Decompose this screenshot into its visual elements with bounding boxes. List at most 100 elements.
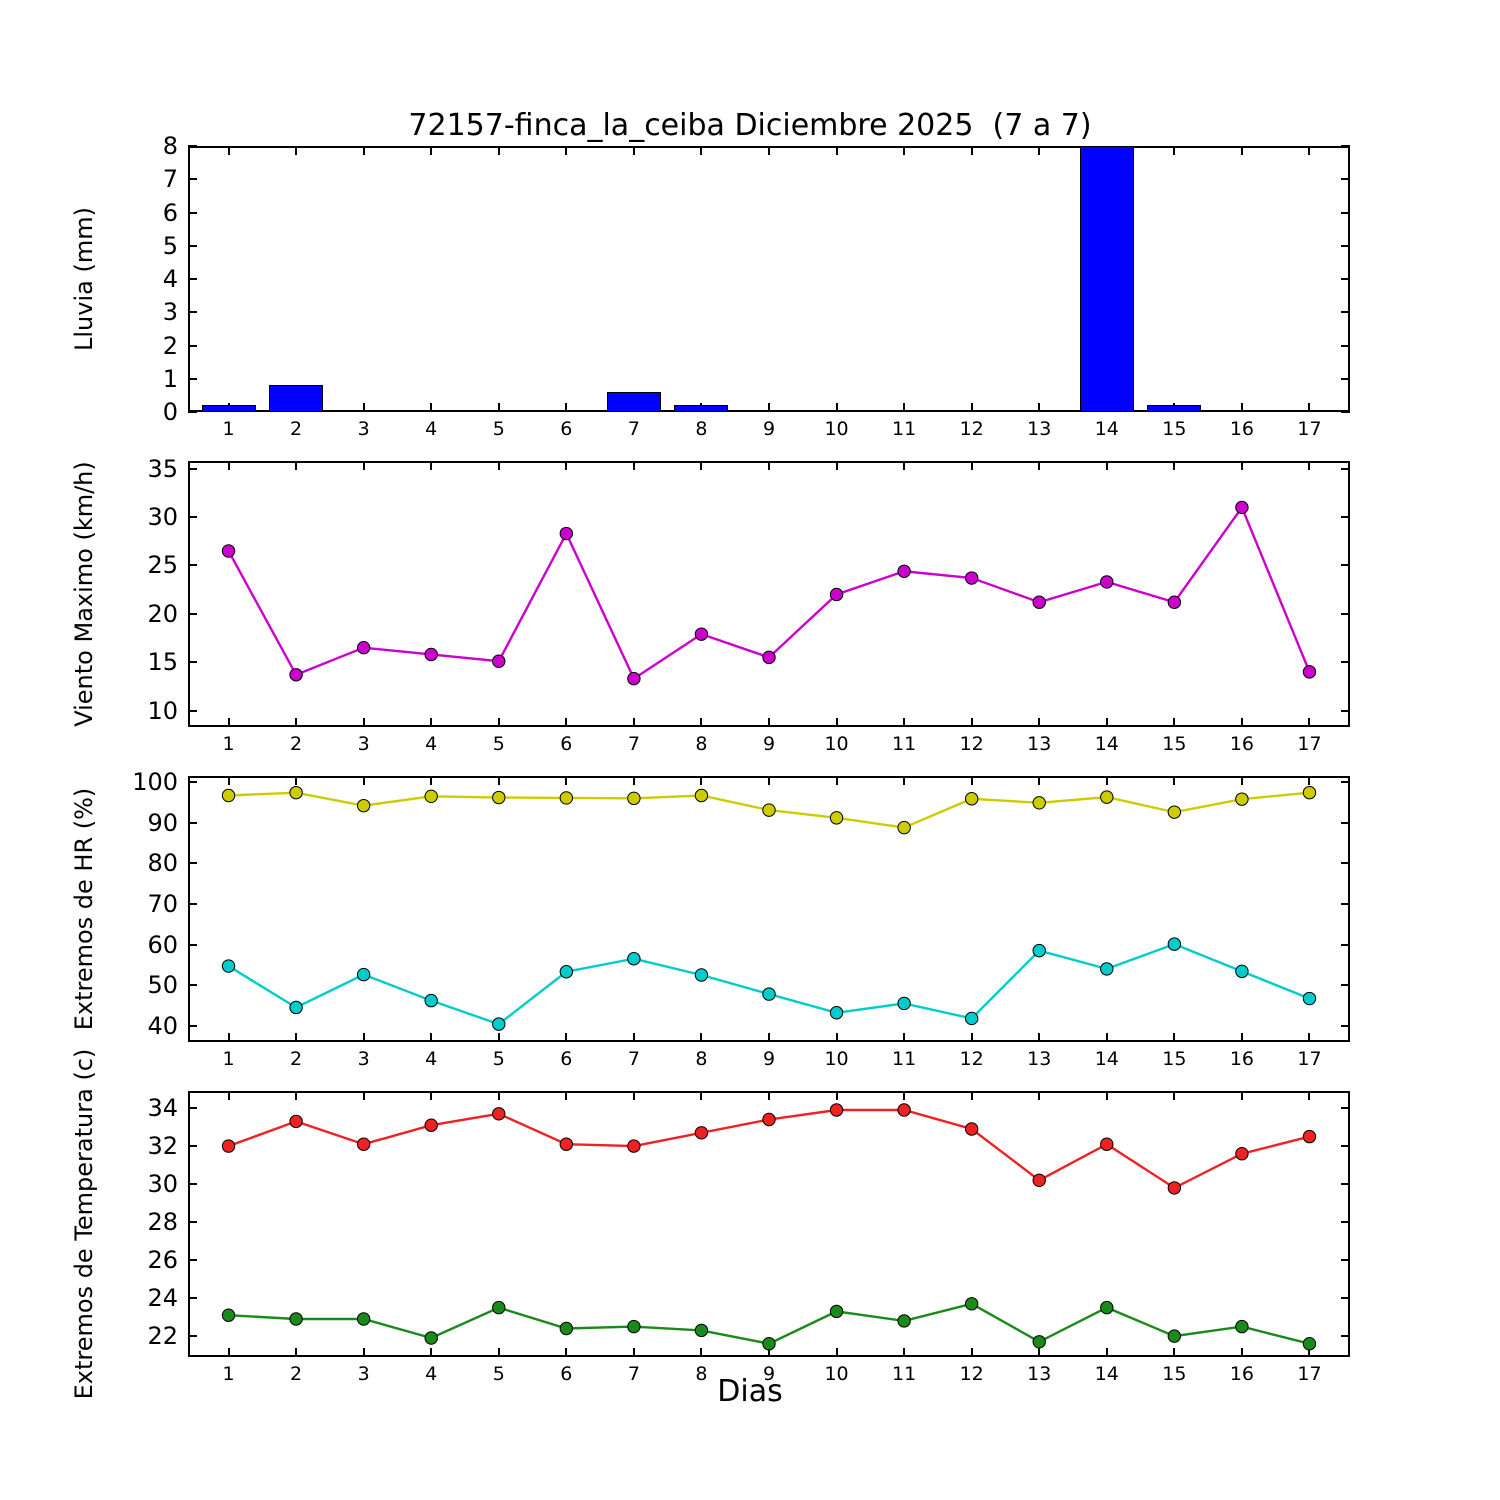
x-tick-label-lluvia-15: 16 <box>1229 418 1254 440</box>
x-tick-label-hr-14: 15 <box>1162 1048 1187 1070</box>
x-tick-lluvia <box>430 403 433 412</box>
y-tick-lluvia <box>188 278 197 280</box>
y-tick-label-temperatura-3: 28 <box>147 1208 178 1237</box>
y-tick-label-viento-4: 30 <box>147 503 178 532</box>
x-tick-label-lluvia-10: 11 <box>892 418 917 440</box>
x-tick-lluvia <box>362 403 365 412</box>
series-marker <box>964 1297 979 1311</box>
x-tick-viento <box>430 718 433 727</box>
x-tick-label-lluvia-5: 6 <box>560 418 573 440</box>
x-tick-label-hr-15: 16 <box>1229 1048 1254 1070</box>
x-tick-top-temperatura <box>227 1091 230 1100</box>
y-tick-hr <box>188 821 197 824</box>
series-marker <box>221 1308 236 1322</box>
y-tick-temperatura <box>188 1259 197 1262</box>
series-marker <box>356 1137 371 1151</box>
series-marker <box>897 564 911 578</box>
x-tick-label-viento-2: 3 <box>357 733 370 755</box>
series-marker <box>1100 962 1114 976</box>
series-marker <box>289 1000 303 1015</box>
x-tick-lluvia <box>1038 403 1041 412</box>
series-marker <box>289 1312 303 1326</box>
x-tick-top-hr <box>1038 776 1041 785</box>
x-tick-top-lluvia <box>970 146 973 155</box>
x-tick-label-hr-4: 5 <box>492 1048 505 1070</box>
x-tick-label-lluvia-13: 14 <box>1094 418 1119 440</box>
x-tick-label-lluvia-4: 5 <box>492 418 505 440</box>
x-tick-lluvia <box>903 403 906 412</box>
y-tick-temperatura <box>188 1335 197 1338</box>
y-tick-right-hr <box>1341 821 1350 824</box>
x-tick-label-lluvia-9: 10 <box>824 418 849 440</box>
x-tick-hr <box>1240 1033 1243 1042</box>
series-marker <box>829 1006 844 1020</box>
x-tick-top-viento <box>565 461 568 470</box>
y-tick-viento <box>188 564 197 567</box>
y-tick-label-lluvia-2: 2 <box>162 331 178 360</box>
series-marker <box>424 1118 438 1132</box>
x-tick-top-viento <box>903 461 906 470</box>
x-tick-top-hr <box>497 776 500 785</box>
x-tick-label-viento-13: 14 <box>1094 733 1119 755</box>
y-tick-viento <box>188 467 197 470</box>
series-marker <box>829 1103 844 1117</box>
x-tick-label-viento-0: 1 <box>222 733 235 755</box>
x-tick-top-lluvia <box>632 146 635 155</box>
y-tick-right-temperatura <box>1341 1183 1350 1186</box>
series-marker <box>627 1319 641 1334</box>
x-tick-top-viento <box>1038 461 1041 470</box>
x-tick-viento <box>700 718 703 727</box>
series-marker <box>424 789 438 804</box>
series-marker <box>964 571 979 585</box>
series-marker <box>492 1107 506 1121</box>
panel-temperatura: Extremos de Temperatura (c) 22 24 26 28 30 32 3… <box>70 1049 1350 1399</box>
y-tick-label-hr-4: 80 <box>147 849 178 878</box>
y-axis-label-lluvia: Lluvia (mm) <box>70 207 98 351</box>
y-tick-hr <box>188 902 197 905</box>
y-tick-label-lluvia-0: 0 <box>162 398 178 426</box>
x-tick-temperatura <box>1173 1348 1176 1357</box>
y-tick-viento <box>188 661 197 664</box>
x-tick-viento <box>295 718 298 727</box>
y-tick-right-temperatura <box>1341 1259 1350 1262</box>
series-marker <box>1302 991 1317 1006</box>
series-marker <box>897 996 911 1011</box>
x-tick-viento <box>362 718 365 727</box>
x-tick-label-temperatura-16: 17 <box>1297 1363 1322 1385</box>
x-tick-label-temperatura-14: 15 <box>1162 1363 1187 1385</box>
x-tick-label-viento-9: 10 <box>824 733 849 755</box>
x-tick-label-temperatura-11: 12 <box>959 1363 984 1385</box>
x-tick-top-temperatura <box>430 1091 433 1100</box>
x-tick-viento <box>632 718 635 727</box>
y-tick-lluvia <box>188 377 197 380</box>
y-tick-label-lluvia-1: 1 <box>162 364 178 393</box>
x-tick-temperatura <box>1038 1348 1041 1357</box>
x-tick-label-temperatura-9: 10 <box>824 1363 849 1385</box>
y-tick-right-hr <box>1341 984 1350 987</box>
series-marker <box>694 788 709 803</box>
x-tick-top-temperatura <box>295 1091 298 1100</box>
y-tick-label-viento-2: 20 <box>147 599 178 628</box>
y-tick-label-viento-0: 10 <box>147 696 178 725</box>
x-tick-viento <box>1105 718 1108 727</box>
x-tick-top-viento <box>700 461 703 470</box>
y-tick-label-temperatura-1: 24 <box>147 1284 178 1313</box>
x-tick-label-hr-10: 11 <box>892 1048 917 1070</box>
y-tick-right-hr <box>1341 862 1350 865</box>
x-tick-top-hr <box>835 776 838 785</box>
x-tick-label-viento-15: 16 <box>1229 733 1254 755</box>
y-tick-right-lluvia <box>1341 311 1350 314</box>
x-tick-label-temperatura-0: 1 <box>222 1363 235 1385</box>
series-marker <box>1235 792 1249 806</box>
x-tick-hr <box>700 1033 703 1042</box>
series-marker <box>627 671 641 686</box>
x-tick-label-hr-11: 12 <box>959 1048 984 1070</box>
x-tick-label-viento-1: 2 <box>290 733 303 755</box>
series-marker <box>424 993 438 1008</box>
y-tick-hr <box>188 943 197 946</box>
series-marker <box>356 640 371 655</box>
series-marker <box>1032 595 1046 609</box>
series-marker <box>694 1126 709 1140</box>
y-tick-label-temperatura-2: 26 <box>147 1246 178 1275</box>
x-tick-label-viento-8: 9 <box>762 733 776 755</box>
